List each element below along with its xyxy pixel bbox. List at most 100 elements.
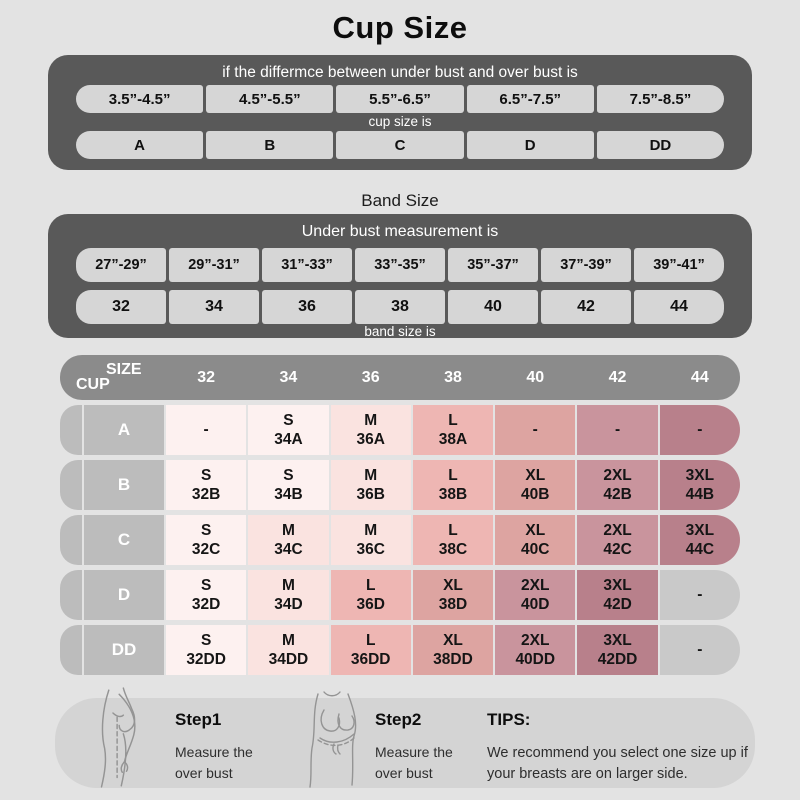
- size-cell: -: [659, 625, 740, 675]
- size-cell: L 38B: [412, 460, 494, 510]
- band-panel-header: Under bust measurement is: [301, 223, 499, 240]
- matrix-column-header: 40: [526, 368, 545, 386]
- size-cell: 2XL 40DD: [495, 625, 576, 675]
- step1-title: Step1: [175, 710, 222, 729]
- step1-block: Step1 Measure the over bust: [175, 710, 285, 784]
- matrix-corner-cell: SIZE CUP: [60, 355, 164, 400]
- size-cell: 3XL 42D: [577, 570, 658, 620]
- cup-letter-pill: C: [336, 131, 464, 159]
- row-cup-label: B: [84, 460, 164, 510]
- size-cell: 3XL 44C: [659, 515, 740, 565]
- page-title: Cup Size: [332, 10, 468, 45]
- size-matrix-table: SIZE CUP 32 34 36 38 40 42 44 A - S 34A …: [60, 355, 740, 675]
- size-cell: M 34C: [248, 515, 329, 565]
- step2-illustration: [281, 690, 377, 790]
- size-cell: M 34D: [248, 570, 329, 620]
- size-cell: 2XL 42C: [577, 515, 658, 565]
- size-cell: 3XL 42DD: [577, 625, 658, 675]
- corner-size-label: SIZE: [106, 361, 142, 378]
- underbust-range-row: 27”-29” 29”-31” 31”-33” 33”-35” 35”-37” …: [76, 248, 724, 282]
- row-left-cap: [60, 625, 82, 675]
- size-cell: XL 40C: [495, 515, 576, 565]
- matrix-row-cup-d: D S 32D M 34D L 36D XL 38D 2XL 40D 3XL 4…: [60, 570, 740, 620]
- matrix-row-cup-b: B S 32B S 34B M 36B L 38B XL 40B 2XL 42B…: [60, 460, 740, 510]
- matrix-row-cup-dd: DD S 32DD M 34DD L 36DD XL 38DD 2XL 40DD…: [60, 625, 740, 675]
- row-cup-label: C: [84, 515, 164, 565]
- size-cell: S 32D: [166, 570, 247, 620]
- band-size-is-label: band size is: [364, 324, 436, 339]
- size-cell: S 32DD: [166, 625, 247, 675]
- band-number-pill: 40: [448, 290, 538, 324]
- step2-title: Step2: [375, 710, 422, 729]
- step2-block: Step2 Measure the over bust: [375, 710, 485, 784]
- cup-panel-header: if the differmce between under bust and …: [222, 64, 578, 81]
- cup-letter-pill: B: [206, 131, 334, 159]
- underbust-range-pill: 31”-33”: [262, 248, 352, 282]
- size-cell: M 36A: [330, 405, 411, 455]
- row-cup-label: D: [84, 570, 164, 620]
- tips-title: TIPS:: [487, 710, 531, 729]
- size-cell: M 36B: [330, 460, 411, 510]
- matrix-column-header: 32: [197, 368, 216, 386]
- cup-diff-range-pill: 3.5”-4.5”: [76, 85, 204, 113]
- cup-letter-pill: D: [466, 131, 594, 159]
- cup-letter-pill: A: [76, 131, 204, 159]
- step2-description: Measure the over bust: [375, 744, 453, 781]
- size-cell: 2XL 42B: [577, 460, 658, 510]
- cup-size-is-label: cup size is: [368, 114, 432, 129]
- band-number-pill: 44: [634, 290, 724, 324]
- band-size-panel: Under bust measurement is 27”-29” 29”-31…: [48, 214, 752, 339]
- size-cell: 2XL 40D: [495, 570, 576, 620]
- band-number-row: 32 34 36 38 40 42 44: [76, 290, 724, 324]
- band-number-pill: 34: [169, 290, 259, 324]
- cup-diff-range-pill: 4.5”-5.5”: [206, 85, 334, 113]
- size-cell: L 36D: [330, 570, 411, 620]
- row-left-cap: [60, 570, 82, 620]
- size-cell: L 36DD: [330, 625, 411, 675]
- row-cup-label: DD: [84, 625, 164, 675]
- cup-diff-range-pill: 7.5”-8.5”: [596, 85, 725, 113]
- corner-cup-label: CUP: [76, 376, 110, 393]
- matrix-column-header: 36: [361, 368, 380, 386]
- underbust-range-pill: 35”-37”: [448, 248, 538, 282]
- row-left-cap: [60, 405, 82, 455]
- row-left-cap: [60, 460, 82, 510]
- underbust-range-pill: 33”-35”: [355, 248, 445, 282]
- matrix-column-header: 42: [608, 368, 627, 386]
- size-cell: -: [495, 405, 576, 455]
- size-cell: L 38A: [412, 405, 494, 455]
- size-cell: S 34B: [248, 460, 329, 510]
- band-number-pill: 38: [355, 290, 445, 324]
- underbust-range-pill: 37”-39”: [541, 248, 631, 282]
- size-cell: -: [659, 405, 740, 455]
- tips-text: We recommend you select one size up if y…: [487, 745, 748, 783]
- band-size-title: Band Size: [361, 191, 439, 210]
- size-cell: XL 38DD: [412, 625, 494, 675]
- matrix-column-header: 34: [279, 368, 298, 386]
- cup-diff-range-pill: 6.5”-7.5”: [466, 85, 594, 113]
- cup-size-panel: if the differmce between under bust and …: [48, 55, 752, 170]
- size-cell: 3XL 44B: [659, 460, 740, 510]
- matrix-column-header: 44: [690, 368, 709, 386]
- size-cell: -: [166, 405, 247, 455]
- size-cell: -: [577, 405, 658, 455]
- size-cell: M 34DD: [248, 625, 329, 675]
- band-number-pill: 36: [262, 290, 352, 324]
- row-left-cap: [60, 515, 82, 565]
- size-cell: -: [659, 570, 740, 620]
- size-cell: L 38C: [412, 515, 494, 565]
- cup-diff-range-pill: 5.5”-6.5”: [336, 85, 464, 113]
- step1-illustration: [59, 686, 169, 790]
- underbust-range-pill: 27”-29”: [76, 248, 166, 282]
- matrix-header-row: SIZE CUP 32 34 36 38 40 42 44: [60, 355, 740, 400]
- measure-tips-panel: Step1 Measure the over bust Step2 Measur…: [55, 687, 755, 788]
- step1-description: Measure the over bust: [175, 744, 253, 781]
- tips-block: TIPS: We recommend you select one size u…: [487, 710, 749, 785]
- cup-letters-row: A B C D DD: [76, 131, 725, 159]
- size-cell: XL 40B: [495, 460, 576, 510]
- matrix-row-cup-c: C S 32C M 34C M 36C L 38C XL 40C 2XL 42C…: [60, 515, 740, 565]
- underbust-range-pill: 29”-31”: [169, 248, 259, 282]
- size-cell: XL 38D: [412, 570, 494, 620]
- matrix-row-cup-a: A - S 34A M 36A L 38A - - -: [60, 405, 740, 455]
